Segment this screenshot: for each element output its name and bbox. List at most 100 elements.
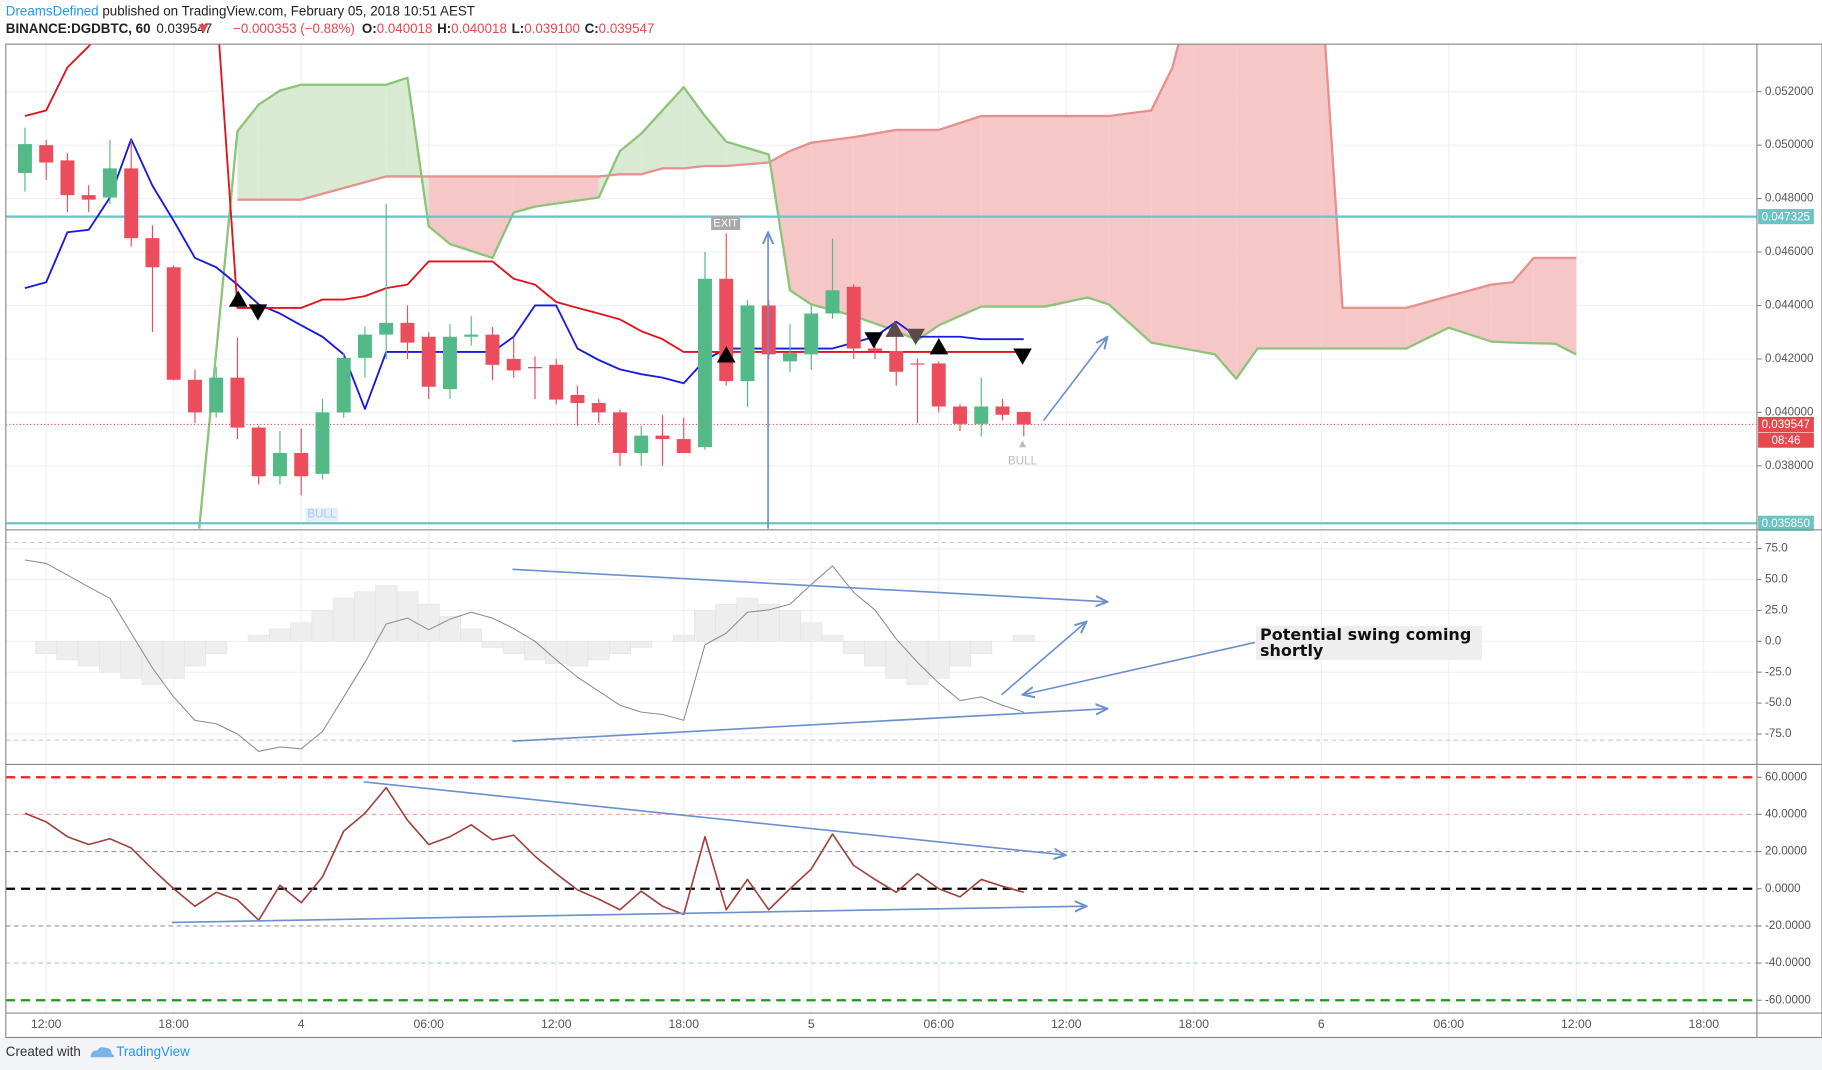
x-tick-label: 12:00 [1051,1017,1082,1031]
change: −0.000353 (−0.88%) [233,21,355,36]
drawing-arrow [512,709,1107,743]
histogram-bar [56,641,79,661]
series-line [24,559,1024,752]
histogram-bar [864,641,886,667]
y-tick-label: 0.048000 [1765,192,1813,205]
author[interactable]: DreamsDefined [6,3,99,18]
y-tick-label: 0.038000 [1765,459,1813,472]
histogram-bar [694,610,716,642]
histogram-bar [354,591,376,642]
candle-body [17,144,32,173]
candle-body [102,168,117,198]
last-price: 0.039547 [156,21,212,36]
candle-body [485,334,500,365]
cloud-fill [1172,44,1194,351]
price-pane [5,44,1757,529]
y-tick-label: 0.0 [1765,634,1781,647]
buy-signal [929,338,949,355]
cloud-fill [1151,67,1173,347]
y-tick-label: -40.0000 [1765,956,1811,969]
cloud-fill [279,84,302,200]
histogram-bar [587,641,610,661]
candle-body [549,364,564,400]
candle-body [357,334,372,358]
y-tick-label: -50.0 [1765,696,1791,709]
bull-label: BULL [307,508,337,521]
candle-body [634,435,649,453]
candle-body [953,406,967,424]
cloud-fill [938,116,982,326]
cloud-fill [1512,257,1534,344]
cloud-fill [1045,116,1088,307]
x-tick-label: 18:00 [1689,1017,1720,1031]
candle-body [804,313,819,355]
x-tick-label: 12:00 [541,1017,572,1031]
cloud-fill [896,129,918,341]
histogram-bar [417,603,440,642]
histogram-bar [162,641,185,679]
logo-icon [90,1047,115,1058]
candle-body [676,439,691,453]
histogram-bar [800,622,823,642]
histogram-bar [927,641,950,679]
signals: EXIT BULL BULL [228,216,1038,522]
histogram-bar [332,597,355,642]
cloud-fill [917,129,939,341]
ohlc-value: 0.040018 [377,21,433,36]
x-tick-label: 4 [298,1017,305,1031]
drawing-arrow [171,906,1086,924]
cloud-span-b [237,44,1577,310]
x-tick-label: 5 [808,1017,815,1031]
footer-brand[interactable]: TradingView [116,1044,190,1059]
cloud-fill [1108,110,1152,343]
candle-body [783,353,797,362]
cloud-fill [1193,44,1216,355]
cloud-fill [981,116,1046,307]
candle-body [421,336,436,387]
histogram-bar [99,641,121,673]
y-tick-label: -20.0000 [1765,919,1811,932]
candle-body [655,435,670,440]
y-tick-label: 40.0000 [1765,807,1807,820]
cloud-fill [513,176,535,213]
candle-body [931,363,946,407]
candle-body [591,403,606,413]
drawing-arrow [1023,641,1256,694]
cloud-fill [811,137,854,316]
momentum-pane [5,765,1757,1014]
buy-signal [228,290,248,307]
histogram-bar [566,641,589,667]
y-tick-label: 75.0 [1765,542,1788,555]
x-tick-label: 06:00 [1434,1017,1465,1031]
x-tick-label: 18:00 [1179,1017,1210,1031]
candle-body [613,412,627,453]
indicator-line [24,44,1024,353]
histogram-bar [842,641,865,654]
y-tick-label: 0.040000 [1765,405,1813,418]
cloud-fill [1406,296,1449,349]
candle-body [81,195,96,200]
cloud-fill [789,142,812,305]
cloud-fill [704,116,727,166]
cloud-fill [662,87,684,169]
symbol: BINANCE:DGDBTC, 60 [6,21,151,36]
drawing-arrow [1042,337,1107,422]
candle-body [570,395,585,404]
histogram-bar [311,610,334,642]
x-tick-label: 12:00 [1561,1017,1592,1031]
candle-body [719,278,734,382]
candle-body [698,278,712,448]
histogram-bar [77,641,100,667]
candle-body [506,358,521,371]
sell-signal [248,304,268,321]
series-line [24,786,1024,921]
histogram-bar [205,641,228,654]
sell-signal [1013,348,1032,365]
candle-body [974,406,989,424]
annotation-note: Potential swing coming shortly [1256,626,1482,660]
footer-prefix: Created with [6,1044,81,1059]
cloud-fill [237,104,259,200]
published: published on TradingView.com, February 0… [99,3,475,18]
histogram-bar [460,628,483,642]
